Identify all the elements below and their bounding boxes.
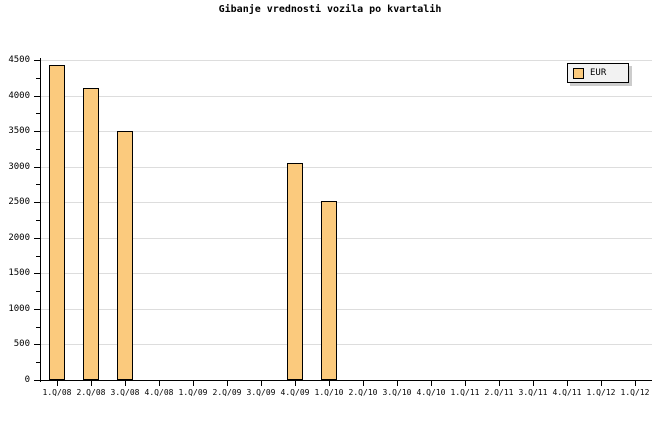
- y-axis-minor-tick: [36, 149, 40, 150]
- y-axis-minor-tick: [36, 78, 40, 79]
- x-axis-label: 3.Q/09: [246, 388, 276, 397]
- y-axis-label: 1500: [8, 268, 30, 278]
- x-axis-label: 3.Q/08: [110, 388, 140, 397]
- x-axis-label: 2.Q/10: [348, 388, 378, 397]
- gridline: [40, 202, 652, 203]
- x-axis-tick: [295, 381, 296, 386]
- gridline: [40, 309, 652, 310]
- x-axis-tick: [125, 381, 126, 386]
- y-axis-label: 2000: [8, 233, 30, 243]
- y-axis-minor-tick: [36, 291, 40, 292]
- legend-swatch-eur: [573, 67, 584, 79]
- y-axis-line: [40, 58, 41, 382]
- x-axis-label: 1.Q/08: [42, 388, 72, 397]
- y-axis-tick: [34, 238, 40, 239]
- x-axis-label: 4.Q/09: [280, 388, 310, 397]
- x-axis-tick: [91, 381, 92, 386]
- x-axis-tick: [329, 381, 330, 386]
- x-axis-tick: [397, 381, 398, 386]
- x-axis-label: 4.Q/11: [552, 388, 582, 397]
- x-axis-label: 1.Q/09: [178, 388, 208, 397]
- y-axis-label: 3500: [8, 126, 30, 136]
- x-axis-tick: [57, 381, 58, 386]
- x-axis-label: 1.Q/10: [314, 388, 344, 397]
- x-axis-tick: [533, 381, 534, 386]
- y-axis-tick: [34, 344, 40, 345]
- x-axis-label: 2.Q/08: [76, 388, 106, 397]
- x-axis-label: 3.Q/11: [518, 388, 548, 397]
- gridline: [40, 131, 652, 132]
- x-axis-label: 2.Q/11: [484, 388, 514, 397]
- x-axis-tick: [635, 381, 636, 386]
- x-axis-label: 3.Q/10: [382, 388, 412, 397]
- legend-label-eur: EUR: [590, 68, 607, 78]
- x-axis-label: 1.Q/12: [620, 388, 650, 397]
- bar[interactable]: [287, 163, 303, 380]
- bar[interactable]: [321, 201, 337, 380]
- gridline: [40, 344, 652, 345]
- plot-area: [40, 60, 652, 381]
- y-axis-minor-tick: [36, 327, 40, 328]
- x-axis-tick: [431, 381, 432, 386]
- y-axis-tick: [34, 202, 40, 203]
- y-axis-label: 4500: [8, 55, 30, 65]
- y-axis-label: 3000: [8, 162, 30, 172]
- x-axis-tick: [363, 381, 364, 386]
- x-axis-label: 4.Q/10: [416, 388, 446, 397]
- y-axis-label: 4000: [8, 91, 30, 101]
- y-axis-minor-tick: [36, 362, 40, 363]
- gridline: [40, 96, 652, 97]
- x-axis-tick: [227, 381, 228, 386]
- x-axis-tick: [567, 381, 568, 386]
- y-axis-minor-tick: [36, 220, 40, 221]
- x-axis-tick: [499, 381, 500, 386]
- gridline: [40, 60, 652, 61]
- y-axis-label: 1000: [8, 304, 30, 314]
- x-axis-line: [40, 380, 652, 381]
- gridline: [40, 167, 652, 168]
- y-axis-label: 0: [24, 375, 30, 385]
- y-axis-tick: [34, 309, 40, 310]
- bar[interactable]: [49, 65, 65, 380]
- x-axis-tick: [261, 381, 262, 386]
- y-axis-tick: [34, 167, 40, 168]
- y-axis-minor-tick: [36, 113, 40, 114]
- x-axis-label: 1.Q/12: [586, 388, 616, 397]
- x-axis-label: 2.Q/09: [212, 388, 242, 397]
- gridline: [40, 273, 652, 274]
- bar[interactable]: [83, 88, 99, 380]
- x-axis-label: 1.Q/11: [450, 388, 480, 397]
- x-axis-tick: [601, 381, 602, 386]
- x-axis-label: 4.Q/08: [144, 388, 174, 397]
- chart-title: Gibanje vrednosti vozila po kvartalih: [218, 4, 442, 15]
- bar[interactable]: [117, 131, 133, 380]
- y-axis-label: 2500: [8, 197, 30, 207]
- x-axis-tick: [193, 381, 194, 386]
- y-axis-tick: [34, 96, 40, 97]
- y-axis-minor-tick: [36, 184, 40, 185]
- y-axis-tick: [34, 380, 40, 381]
- x-axis-tick: [465, 381, 466, 386]
- gridline: [40, 238, 652, 239]
- y-axis-tick: [34, 60, 40, 61]
- y-axis-tick: [34, 273, 40, 274]
- y-axis-tick: [34, 131, 40, 132]
- y-axis-label: 500: [13, 339, 30, 349]
- x-axis-tick: [159, 381, 160, 386]
- y-axis-minor-tick: [36, 256, 40, 257]
- chart-legend[interactable]: EUR: [567, 63, 629, 83]
